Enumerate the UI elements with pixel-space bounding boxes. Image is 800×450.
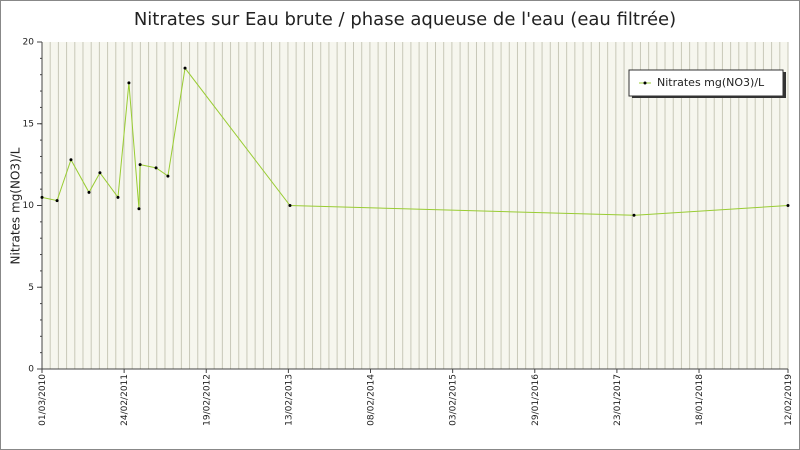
legend-marker (643, 81, 647, 85)
data-point (288, 204, 292, 207)
x-tick-label: 23/01/2017 (613, 374, 623, 426)
data-point (632, 213, 636, 217)
data-point (154, 166, 158, 170)
data-point (69, 158, 73, 162)
data-point (55, 199, 59, 203)
data-point (127, 81, 131, 85)
x-tick-label: 24/02/2011 (120, 374, 130, 426)
data-point (786, 204, 790, 207)
data-point (137, 207, 141, 211)
x-tick-label: 29/01/2016 (531, 374, 541, 426)
x-tick-label: 08/02/2014 (367, 374, 377, 426)
data-point (138, 163, 142, 167)
x-tick-label: 12/02/2019 (784, 374, 794, 426)
data-point (166, 174, 170, 178)
data-point (116, 195, 120, 199)
x-tick-label: 13/02/2013 (284, 374, 294, 426)
data-point (183, 66, 187, 70)
legend-label: Nitrates mg(NO3)/L (657, 76, 765, 89)
data-point (40, 195, 44, 199)
x-tick-label: 18/01/2018 (695, 374, 705, 426)
x-tick-label: 03/02/2015 (449, 374, 459, 426)
x-tick-label: 19/02/2012 (202, 374, 212, 426)
y-tick-label: 10 (23, 201, 35, 211)
data-point (87, 190, 91, 194)
x-tick-label: 01/03/2010 (38, 374, 48, 426)
y-axis-label: Nitrates mg(NO3)/L (9, 147, 23, 264)
chart-title: Nitrates sur Eau brute / phase aqueuse d… (134, 9, 676, 30)
y-tick-label: 0 (28, 365, 34, 375)
y-tick-label: 20 (23, 38, 35, 48)
legend: Nitrates mg(NO3)/L (628, 69, 786, 98)
y-tick-label: 5 (28, 283, 34, 293)
y-tick-label: 15 (23, 119, 34, 129)
data-point (98, 171, 102, 175)
legend-box (628, 69, 784, 97)
